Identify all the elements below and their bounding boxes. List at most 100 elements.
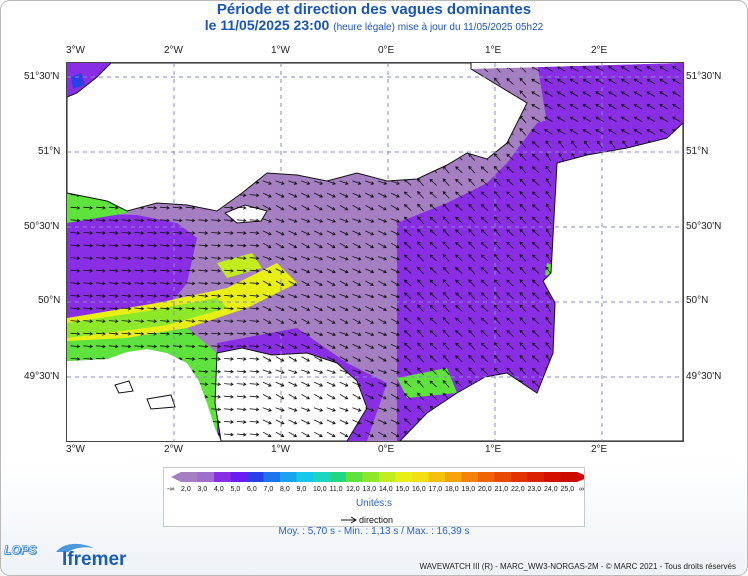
direction-arrow	[545, 341, 552, 351]
direction-arrow	[545, 253, 552, 263]
lat-label-right-5030: 50°30'N	[686, 221, 722, 232]
direction-arrow	[468, 165, 476, 174]
direction-arrow	[275, 381, 285, 387]
direction-arrow	[531, 153, 540, 161]
direction-arrow	[377, 331, 388, 337]
direction-arrow	[224, 294, 234, 298]
direction-arrow	[506, 153, 514, 161]
direction-arrow	[185, 218, 196, 223]
direction-arrow	[224, 306, 234, 311]
direction-arrow	[569, 129, 579, 135]
direction-arrow	[275, 419, 285, 425]
direction-arrow	[365, 218, 375, 223]
direction-arrow	[211, 344, 222, 349]
direction-arrow	[249, 243, 260, 248]
direction-arrow	[365, 369, 375, 374]
direction-arrow	[633, 78, 643, 85]
direction-arrow	[544, 91, 553, 97]
direction-arrow	[262, 318, 272, 324]
direction-arrow	[249, 281, 260, 286]
direction-arrow	[236, 420, 247, 424]
direction-arrow	[185, 231, 196, 235]
colorbar-swatch	[346, 472, 363, 482]
direction-arrow	[480, 267, 489, 274]
direction-arrow	[185, 344, 196, 349]
direction-arrow	[108, 331, 119, 336]
direction-arrow	[556, 129, 566, 135]
direction-arrow	[339, 407, 349, 412]
direction-arrow	[531, 116, 540, 123]
direction-arrow	[595, 116, 604, 123]
period-field-northwest-corner	[67, 63, 111, 97]
direction-arrow	[160, 331, 170, 336]
direction-arrow	[249, 193, 260, 198]
lon-label-top-2w: 2°W	[164, 45, 183, 56]
direction-arrow	[352, 242, 362, 249]
direction-arrow	[378, 394, 387, 400]
direction-arrow	[480, 191, 489, 199]
direction-arrow	[313, 381, 324, 387]
direction-arrow	[519, 228, 527, 237]
direction-arrow	[83, 331, 94, 336]
direction-arrow	[313, 407, 324, 412]
direction-arrow	[429, 304, 437, 312]
direction-arrow	[314, 431, 323, 438]
direction-arrow	[493, 165, 501, 174]
direction-arrow	[108, 306, 119, 311]
direction-arrow	[583, 140, 590, 149]
direction-arrow	[403, 317, 412, 325]
direction-arrow	[468, 228, 476, 237]
direction-arrow	[249, 294, 260, 298]
direction-arrow	[108, 344, 119, 349]
direction-arrow	[493, 304, 501, 313]
colorbar	[171, 472, 584, 482]
direction-arrow	[198, 382, 209, 387]
colorbar-tick-label: 8,0	[280, 486, 290, 493]
direction-arrow	[83, 205, 94, 210]
direction-arrow	[108, 231, 119, 235]
direction-arrow	[646, 78, 656, 85]
direction-arrow	[378, 205, 387, 211]
direction-arrow	[236, 294, 247, 298]
direction-arrow	[403, 380, 412, 388]
map-date: le 11/05/2025 23:00 (heure légale) mise …	[0, 17, 748, 33]
direction-arrow	[275, 268, 285, 274]
direction-arrow	[519, 191, 527, 199]
direction-arrow	[249, 218, 260, 223]
direction-arrow	[569, 66, 579, 72]
direction-arrow	[224, 281, 234, 286]
direction-arrow	[429, 267, 437, 274]
direction-arrow	[236, 256, 247, 261]
direction-arrow	[417, 317, 424, 325]
direction-arrow	[236, 231, 247, 235]
direction-arrow	[417, 342, 424, 350]
direction-arrow	[326, 256, 336, 261]
direction-arrow	[646, 116, 656, 123]
direction-arrow	[301, 394, 310, 400]
direction-arrow	[545, 215, 552, 225]
direction-arrow	[70, 319, 81, 324]
direction-arrow	[301, 280, 310, 286]
wave-period-map[interactable]	[66, 62, 684, 442]
direction-arrow	[108, 319, 119, 324]
direction-arrow	[429, 178, 437, 186]
direction-arrow	[429, 204, 437, 211]
direction-arrow	[160, 243, 170, 248]
direction-arrow	[582, 78, 592, 85]
direction-arrow	[172, 231, 183, 235]
direction-arrow	[236, 281, 247, 286]
direction-arrow	[147, 268, 158, 273]
direction-arrow	[352, 331, 362, 337]
direction-arrow	[313, 419, 324, 425]
direction-arrow	[96, 344, 106, 349]
direction-arrow	[185, 256, 196, 261]
colorbar-swatch	[296, 472, 314, 482]
direction-arrow	[83, 243, 94, 248]
direction-arrow	[417, 367, 424, 376]
direction-arrow	[672, 104, 681, 110]
direction-arrow	[493, 266, 501, 275]
direction-arrow	[429, 229, 437, 237]
colorbar-under-triangle	[171, 472, 181, 482]
direction-arrow	[301, 192, 311, 198]
direction-arrow	[70, 256, 81, 261]
